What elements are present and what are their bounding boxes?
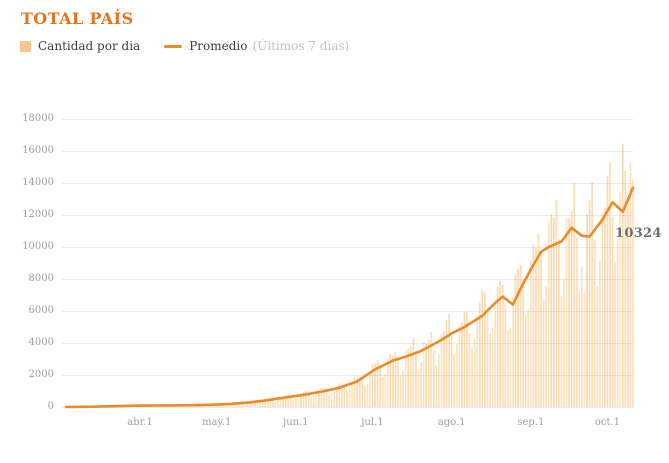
x-axis-tick-label: sep.1 (517, 417, 545, 428)
x-axis-tick-label: abr.1 (127, 417, 153, 428)
x-axis-tick-label: ago.1 (437, 417, 466, 428)
x-axis-tick-label: jul.1 (361, 417, 384, 428)
latest-value-label: 10324 (615, 226, 662, 241)
x-axis-tick-label: jun.1 (283, 417, 309, 428)
x-axis-tick-label: oct.1 (594, 417, 621, 428)
x-axis-tick-label: may.1 (202, 417, 232, 428)
